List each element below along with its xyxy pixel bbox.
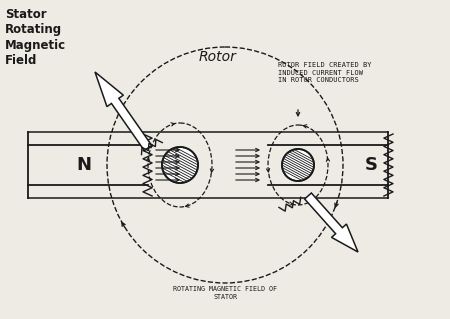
Circle shape [282,149,314,181]
Text: N: N [76,156,91,174]
Text: Rotor: Rotor [199,50,237,64]
Text: S: S [365,156,378,174]
Circle shape [162,147,198,183]
Text: Stator
Rotating
Magnetic
Field: Stator Rotating Magnetic Field [5,8,66,68]
Polygon shape [95,72,152,151]
Text: ROTOR FIELD CREATED BY
INDUCED CURRENT FLOW
IN ROTOR CONDUCTORS: ROTOR FIELD CREATED BY INDUCED CURRENT F… [278,62,372,84]
Text: ROTATING MAGNETIC FIELD OF
STATOR: ROTATING MAGNETIC FIELD OF STATOR [173,286,277,300]
Polygon shape [305,193,358,252]
